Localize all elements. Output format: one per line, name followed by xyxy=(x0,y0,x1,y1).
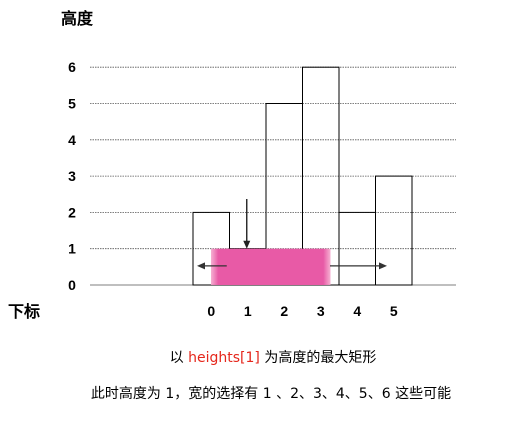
left-arrow-head xyxy=(197,262,205,270)
y-tick-label: 2 xyxy=(68,204,76,220)
caption-prefix: 以 xyxy=(169,350,189,366)
y-tick-label: 1 xyxy=(68,241,76,257)
right-arrow-head xyxy=(379,262,387,270)
x-tick-label: 5 xyxy=(390,303,398,319)
x-tick-labels: 0 1 2 3 4 5 xyxy=(207,303,398,319)
x-tick-label: 2 xyxy=(280,303,288,319)
highlight-rectangle-group xyxy=(197,199,387,285)
bars xyxy=(192,66,413,286)
x-tick-label: 0 xyxy=(207,303,215,319)
bar xyxy=(375,175,413,286)
x-tick-label: 1 xyxy=(244,303,252,319)
caption-highlight: heights[1] xyxy=(188,350,260,366)
bar-chart: 高度 下标 0 1 2 3 4 5 6 0 1 2 3 4 5 xyxy=(8,9,456,321)
y-tick-label: 4 xyxy=(68,132,76,148)
y-axis-title: 高度 xyxy=(61,9,94,28)
y-tick-label: 6 xyxy=(68,59,76,75)
y-tick-label: 3 xyxy=(68,168,76,184)
y-tick-label: 5 xyxy=(68,96,76,112)
y-tick-label: 0 xyxy=(68,277,76,293)
x-axis-title: 下标 xyxy=(8,302,40,321)
highlight-rectangle xyxy=(211,248,331,285)
y-tick-labels: 0 1 2 3 4 5 6 xyxy=(68,59,76,293)
caption-suffix: 为高度的最大矩形 xyxy=(259,350,377,366)
caption-line-1: 以 heights[1] 为高度的最大矩形 xyxy=(10,347,526,367)
down-arrow-head xyxy=(243,240,251,249)
x-tick-label: 4 xyxy=(353,303,361,319)
x-tick-label: 3 xyxy=(317,303,325,319)
caption-line-2: 此时高度为 1，宽的选择有 1 、2、3、4、5、6 这些可能 xyxy=(90,386,452,402)
